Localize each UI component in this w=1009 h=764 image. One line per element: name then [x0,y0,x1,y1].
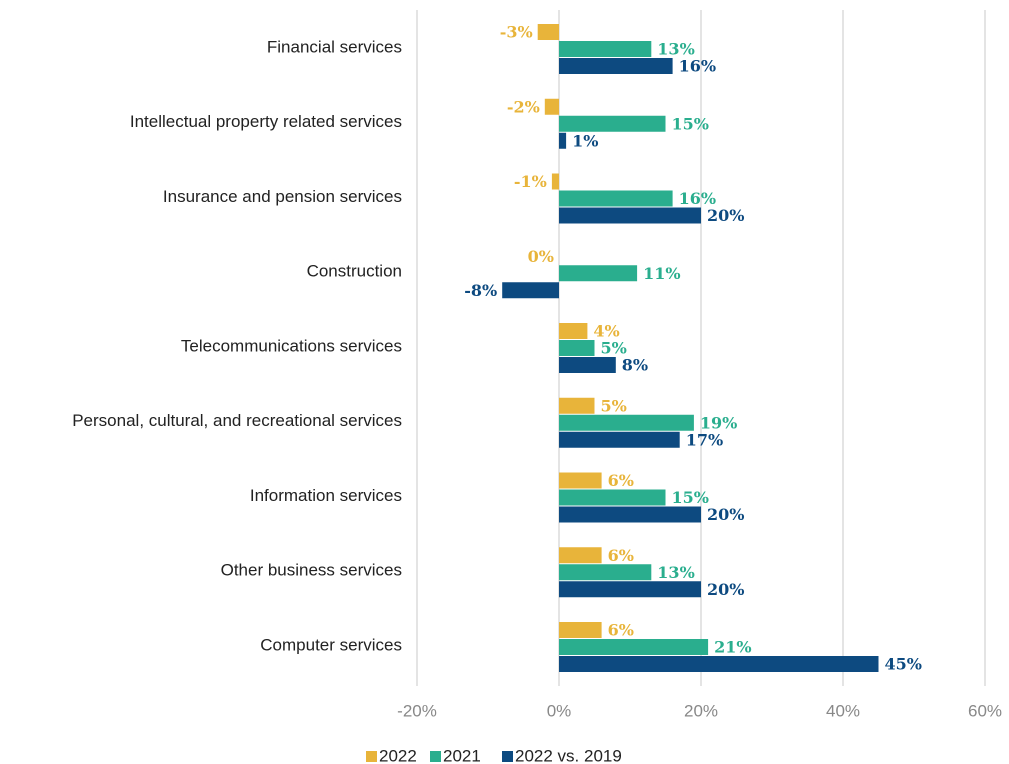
bar [551,173,559,190]
bar [559,656,879,672]
legend-swatch [430,751,441,762]
value-label: 11% [643,264,680,283]
legend-label: 2022 [379,746,417,764]
bar [559,472,602,489]
x-tick-label: 0% [547,701,572,720]
value-label: 19% [700,413,737,432]
category-label: Other business services [221,561,402,580]
category-label: Insurance and pension services [163,187,402,206]
value-label: 20% [707,206,744,225]
bar [559,547,602,564]
value-label: -2% [507,97,540,116]
value-label: 45% [885,655,922,674]
bar [559,397,595,414]
x-tick-label: 60% [968,701,1002,720]
category-label: Financial services [267,37,402,56]
value-label: 0% [528,247,554,266]
value-label: 8% [622,356,648,375]
value-label: 1% [572,131,598,150]
bar [559,265,638,282]
value-label: 13% [657,40,694,59]
bar [559,41,652,57]
x-tick-label: 20% [684,701,718,720]
value-label: 21% [714,638,751,657]
bar [559,323,588,339]
legend-label: 2021 [443,746,481,764]
bar [559,489,666,506]
bar [559,564,652,581]
category-label: Computer services [260,635,402,654]
value-label: 15% [672,488,709,507]
bar [559,581,701,598]
value-label: -3% [500,23,533,42]
bar [559,506,701,523]
bar [559,414,694,431]
category-label: Telecommunications services [181,336,402,355]
bar [559,115,666,132]
legend-swatch [366,751,377,762]
bar [559,431,680,448]
value-label: -1% [514,172,547,191]
x-tick-label: -20% [397,701,437,720]
bar [559,340,595,356]
value-label: 5% [601,339,627,358]
value-label: 6% [608,471,634,490]
value-label: 6% [608,621,634,640]
value-label: 20% [707,505,744,524]
value-label: 13% [657,563,694,582]
value-label: 15% [672,114,709,133]
bar [559,639,709,655]
bar [537,24,559,40]
bar [559,357,616,373]
value-label: 16% [679,57,716,76]
value-label: -8% [464,281,497,300]
category-label: Construction [307,262,402,281]
value-label: 20% [707,580,744,599]
legend-swatch [502,751,513,762]
x-tick-label: 40% [826,701,860,720]
bar [559,132,567,149]
value-label: 17% [686,430,723,449]
category-label: Information services [250,486,402,505]
category-label: Personal, cultural, and recreational ser… [72,411,402,430]
legend-label: 2022 vs. 2019 [515,746,622,764]
value-label: 6% [608,546,634,565]
bar [559,58,673,74]
value-label: 5% [601,396,627,415]
bar [559,190,673,207]
value-label: 16% [679,189,716,208]
bar [559,207,701,224]
bar [502,282,559,299]
category-label: Intellectual property related services [130,112,402,131]
value-label: 4% [593,322,619,341]
bar [544,98,559,115]
bar [559,622,602,638]
